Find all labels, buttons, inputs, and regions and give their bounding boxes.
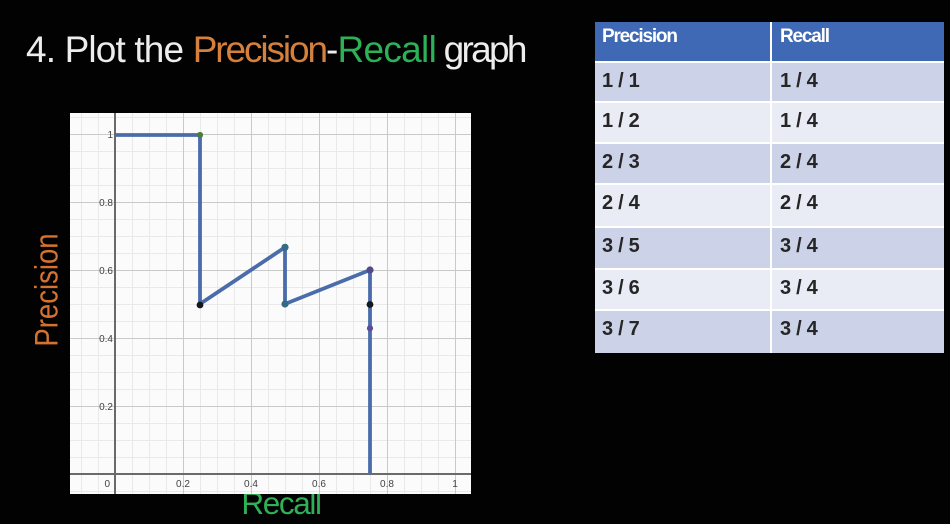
svg-text:1: 1 bbox=[452, 479, 458, 490]
svg-text:0.2: 0.2 bbox=[99, 402, 113, 413]
svg-text:1: 1 bbox=[107, 130, 113, 141]
svg-text:0.8: 0.8 bbox=[380, 479, 394, 490]
svg-text:0.2: 0.2 bbox=[176, 479, 190, 490]
svg-text:0.8: 0.8 bbox=[99, 198, 113, 209]
svg-text:0: 0 bbox=[104, 479, 110, 490]
svg-text:0.4: 0.4 bbox=[244, 479, 258, 490]
svg-text:0.6: 0.6 bbox=[312, 479, 326, 490]
svg-text:0.6: 0.6 bbox=[99, 266, 113, 277]
svg-text:0.4: 0.4 bbox=[99, 334, 113, 345]
